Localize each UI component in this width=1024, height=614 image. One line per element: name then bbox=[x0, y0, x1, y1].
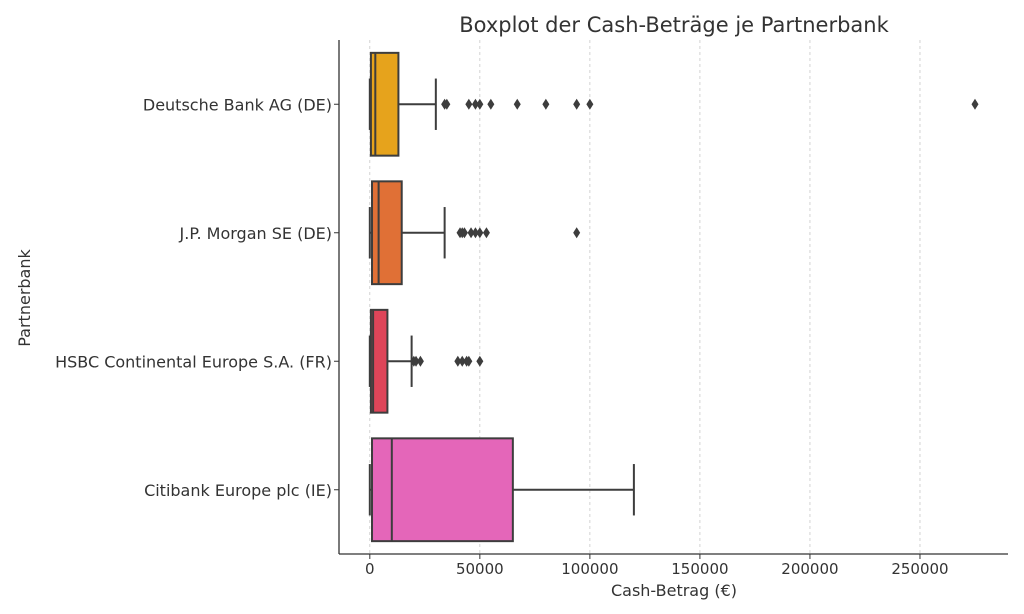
boxes-layer bbox=[368, 51, 979, 543]
outlier-point bbox=[482, 227, 490, 239]
box-group bbox=[368, 51, 979, 157]
x-tick-label: 0 bbox=[365, 560, 375, 578]
box-group bbox=[368, 308, 484, 414]
y-axis-label: Partnerbank bbox=[15, 249, 34, 347]
outlier-point bbox=[487, 98, 495, 110]
x-ticks: 0 50000 100000 150000 200000 250000 bbox=[365, 554, 949, 578]
outlier-point bbox=[467, 227, 475, 239]
outlier-point bbox=[460, 227, 468, 239]
category-label: HSBC Continental Europe S.A. (FR) bbox=[55, 352, 332, 371]
outlier-point bbox=[443, 98, 451, 110]
x-tick-label: 50000 bbox=[456, 560, 504, 578]
outlier-point bbox=[416, 355, 424, 367]
axes bbox=[338, 40, 1008, 555]
iqr-box bbox=[371, 437, 514, 543]
outlier-point bbox=[476, 355, 484, 367]
category-label: Deutsche Bank AG (DE) bbox=[143, 95, 332, 114]
x-tick-label: 200000 bbox=[781, 560, 838, 578]
outlier-point bbox=[573, 227, 581, 239]
box-group bbox=[368, 180, 581, 286]
x-tick-label: 100000 bbox=[561, 560, 618, 578]
outlier-point bbox=[971, 98, 979, 110]
x-tick-label: 150000 bbox=[671, 560, 728, 578]
outlier-point bbox=[471, 98, 479, 110]
category-label: Citibank Europe plc (IE) bbox=[144, 481, 332, 500]
x-tick-label: 250000 bbox=[891, 560, 948, 578]
outlier-point bbox=[573, 98, 581, 110]
outlier-point bbox=[476, 98, 484, 110]
category-labels: Deutsche Bank AG (DE) J.P. Morgan SE (DE)… bbox=[55, 95, 339, 500]
iqr-box bbox=[369, 308, 389, 414]
category-label: J.P. Morgan SE (DE) bbox=[179, 224, 332, 243]
outlier-point bbox=[586, 98, 594, 110]
outlier-point bbox=[454, 355, 462, 367]
x-axis-label: Cash-Betrag (€) bbox=[611, 581, 737, 600]
outlier-point bbox=[476, 227, 484, 239]
outlier-point bbox=[458, 355, 466, 367]
chart-title: Boxplot der Cash-Beträge je Partnerbank bbox=[459, 13, 889, 37]
outlier-point bbox=[542, 98, 550, 110]
outlier-point bbox=[513, 98, 521, 110]
outlier-point bbox=[471, 227, 479, 239]
outlier-point bbox=[465, 355, 473, 367]
outlier-point bbox=[465, 98, 473, 110]
box-group bbox=[368, 437, 635, 543]
outlier-point bbox=[412, 355, 420, 367]
iqr-box bbox=[371, 180, 403, 286]
